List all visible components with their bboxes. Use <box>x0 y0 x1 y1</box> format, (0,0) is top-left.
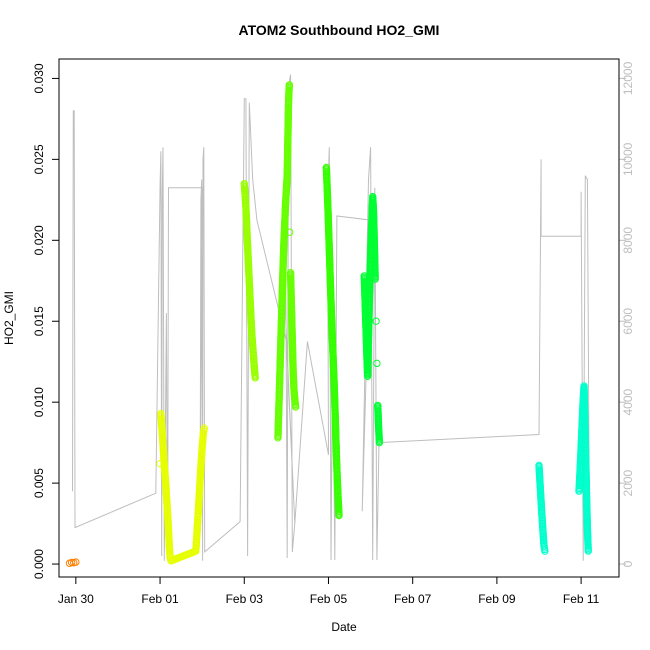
x-tick-label: Feb 03 <box>226 592 264 606</box>
data-point <box>372 317 380 325</box>
y-axis-label: HO2_GMI <box>2 291 16 345</box>
data-point <box>371 275 379 283</box>
y-tick-label: 0.005 <box>32 468 46 498</box>
data-point <box>291 403 300 411</box>
data-point <box>541 547 549 555</box>
x-axis-label: Date <box>331 620 357 634</box>
data-point <box>584 547 592 555</box>
data-point <box>251 374 259 382</box>
y2-tick-label: 6000 <box>621 308 635 335</box>
y2-tick-label: 10000 <box>621 142 635 176</box>
x-tick-label: Feb 05 <box>310 592 348 606</box>
y-tick-label: 0.010 <box>32 387 46 417</box>
series-1 <box>156 409 208 565</box>
data-point <box>373 359 381 368</box>
chart-title: ATOM2 Southbound HO2_GMI <box>239 22 440 38</box>
y-tick-label: 0.025 <box>32 144 46 174</box>
data-point <box>286 228 294 236</box>
y-tick-label: 0.030 <box>32 63 46 93</box>
data-point <box>285 81 294 89</box>
y2-tick-label: 12000 <box>621 61 635 95</box>
series-6 <box>535 382 592 555</box>
y2-tick-label: 8000 <box>621 227 635 254</box>
plot-frame <box>58 58 620 578</box>
series-5 <box>360 192 384 447</box>
series-3 <box>274 81 300 442</box>
y-tick-label: 0.000 <box>32 549 46 579</box>
axes-layer: Jan 30 Feb 01 Feb 03 Feb 05 Feb 07 Feb 09 Feb … <box>32 61 635 606</box>
y2-tick-label: 4000 <box>621 389 635 416</box>
series-0 <box>65 558 80 567</box>
x-tick-label: Feb 09 <box>478 592 516 606</box>
x-tick-label: Feb 01 <box>141 592 179 606</box>
x-tick-label: Jan 30 <box>58 592 94 606</box>
data-point <box>335 511 343 520</box>
y-tick-label: 0.020 <box>32 225 46 255</box>
data-point <box>375 438 384 447</box>
y-tick-label: 0.015 <box>32 306 46 336</box>
x-tick-label: Feb 07 <box>394 592 432 606</box>
series-2 <box>240 179 259 382</box>
y2-tick-label: 0 <box>621 560 635 567</box>
series-layer <box>65 81 592 567</box>
data-point <box>72 558 80 566</box>
series-4 <box>322 163 343 520</box>
data-point <box>200 424 208 432</box>
y2-tick-label: 2000 <box>621 469 635 496</box>
x-tick-label: Feb 11 <box>563 592 600 606</box>
